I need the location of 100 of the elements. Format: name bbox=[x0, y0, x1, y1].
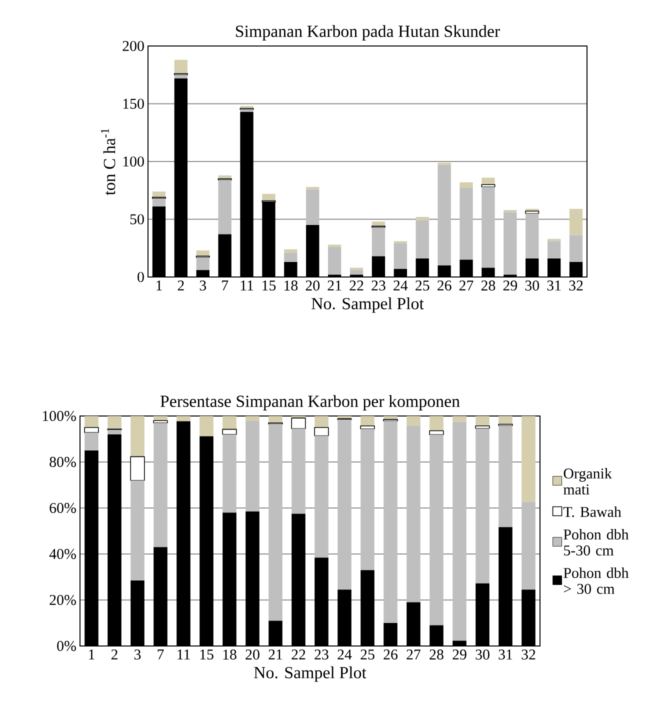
x-tick-label: 26 bbox=[384, 650, 398, 660]
chart-title: Persentase Simpanan Karbon per komponen bbox=[160, 395, 460, 410]
y-tick-label: 80% bbox=[50, 456, 76, 468]
x-tick-label: 11 bbox=[240, 280, 254, 290]
x-tick-label: 29 bbox=[503, 280, 518, 291]
y-axis-title: ton C ha$^{-1}$ bbox=[100, 128, 116, 196]
bar bbox=[384, 421, 398, 623]
bar bbox=[475, 425, 490, 429]
bar bbox=[482, 186, 495, 268]
x-tick-label: 3 bbox=[200, 280, 206, 291]
x-tick-label: 20 bbox=[306, 280, 320, 291]
x-tick-label: 18 bbox=[284, 280, 298, 291]
x-tick-label: 27 bbox=[406, 650, 421, 660]
bar bbox=[547, 241, 561, 259]
x-tick-label: 11 bbox=[178, 650, 190, 660]
bar bbox=[268, 424, 282, 621]
bar bbox=[152, 192, 166, 198]
bar bbox=[306, 189, 320, 226]
x-tick-label: 2 bbox=[178, 280, 184, 290]
y-tick-label: 0 bbox=[138, 272, 144, 282]
x-tick-label: 27 bbox=[459, 280, 474, 290]
bar bbox=[176, 416, 190, 422]
bar bbox=[246, 420, 260, 512]
x-tick-label: 32 bbox=[569, 280, 583, 291]
y-tick-label: 100% bbox=[42, 410, 76, 422]
bar bbox=[328, 246, 342, 275]
bar bbox=[152, 198, 166, 207]
x-tick-label: 2 bbox=[111, 650, 118, 660]
bar bbox=[452, 416, 466, 422]
bar bbox=[84, 416, 98, 428]
bar bbox=[314, 427, 329, 436]
x-tick-label: 30 bbox=[525, 280, 540, 291]
x-tick-label: 23 bbox=[314, 650, 328, 660]
bar bbox=[460, 188, 473, 260]
bar bbox=[268, 416, 282, 423]
x-tick-label: 15 bbox=[262, 280, 276, 291]
bar bbox=[498, 416, 512, 424]
bar bbox=[569, 235, 583, 262]
bar bbox=[430, 434, 444, 626]
x-tick-label: 22 bbox=[350, 280, 364, 290]
bar bbox=[200, 416, 214, 436]
bar bbox=[108, 430, 122, 434]
x-tick-label: 22 bbox=[292, 650, 306, 660]
x-axis-title: No. Sampel Plot bbox=[312, 297, 424, 313]
bar bbox=[360, 425, 375, 430]
bar bbox=[476, 416, 490, 426]
bar bbox=[452, 422, 466, 641]
bar bbox=[222, 416, 236, 430]
bar bbox=[196, 250, 210, 256]
y-tick-label: 20% bbox=[50, 594, 76, 606]
bar bbox=[130, 456, 145, 481]
x-tick-label: 7 bbox=[158, 650, 164, 660]
x-tick-label: 3 bbox=[134, 650, 141, 660]
bar bbox=[504, 212, 517, 275]
y-tick-label: 60% bbox=[50, 502, 76, 514]
bar bbox=[174, 60, 188, 74]
bar bbox=[372, 227, 386, 256]
bar bbox=[338, 419, 352, 590]
x-tick-label: 31 bbox=[547, 280, 561, 291]
bar bbox=[430, 416, 444, 431]
x-tick-label: 28 bbox=[481, 280, 496, 291]
bar bbox=[153, 420, 168, 424]
y-tick-label: 100 bbox=[123, 156, 144, 167]
bar bbox=[498, 426, 512, 528]
bar bbox=[406, 416, 420, 426]
bar bbox=[218, 180, 232, 234]
bar bbox=[522, 416, 536, 502]
legend-label: Pohon dbh 5-30 cm bbox=[564, 529, 629, 556]
x-tick-label: 32 bbox=[522, 650, 536, 660]
y-tick-label: 40% bbox=[49, 548, 76, 560]
bar bbox=[360, 416, 374, 426]
bar bbox=[394, 243, 408, 269]
bar bbox=[84, 432, 98, 450]
x-tick-label: 7 bbox=[222, 280, 228, 290]
x-tick-label: 25 bbox=[416, 280, 430, 291]
x-tick-label: 31 bbox=[498, 650, 512, 660]
x-tick-label: 26 bbox=[438, 280, 452, 291]
bar bbox=[108, 416, 122, 430]
bar bbox=[406, 426, 420, 602]
legend-label: Pohon dbh > 30 cm bbox=[564, 567, 629, 594]
bar bbox=[438, 164, 451, 266]
bar bbox=[569, 208, 583, 236]
legend-label: T. Bawah bbox=[563, 506, 622, 518]
x-tick-label: 1 bbox=[156, 280, 162, 290]
bar bbox=[372, 222, 386, 226]
bar bbox=[222, 434, 236, 513]
legend-label: Organik mati bbox=[564, 468, 612, 494]
bar bbox=[360, 428, 374, 570]
bar bbox=[262, 194, 276, 201]
x-tick-label: 25 bbox=[360, 650, 374, 660]
x-tick-label: 23 bbox=[372, 280, 386, 291]
bar bbox=[476, 428, 490, 584]
bar bbox=[130, 480, 144, 580]
bar bbox=[314, 416, 328, 428]
x-tick-label: 15 bbox=[200, 650, 214, 660]
bar bbox=[84, 427, 99, 433]
bar bbox=[460, 182, 473, 188]
bar bbox=[174, 74, 188, 78]
x-tick-label: 1 bbox=[89, 650, 94, 660]
bar bbox=[481, 184, 496, 188]
